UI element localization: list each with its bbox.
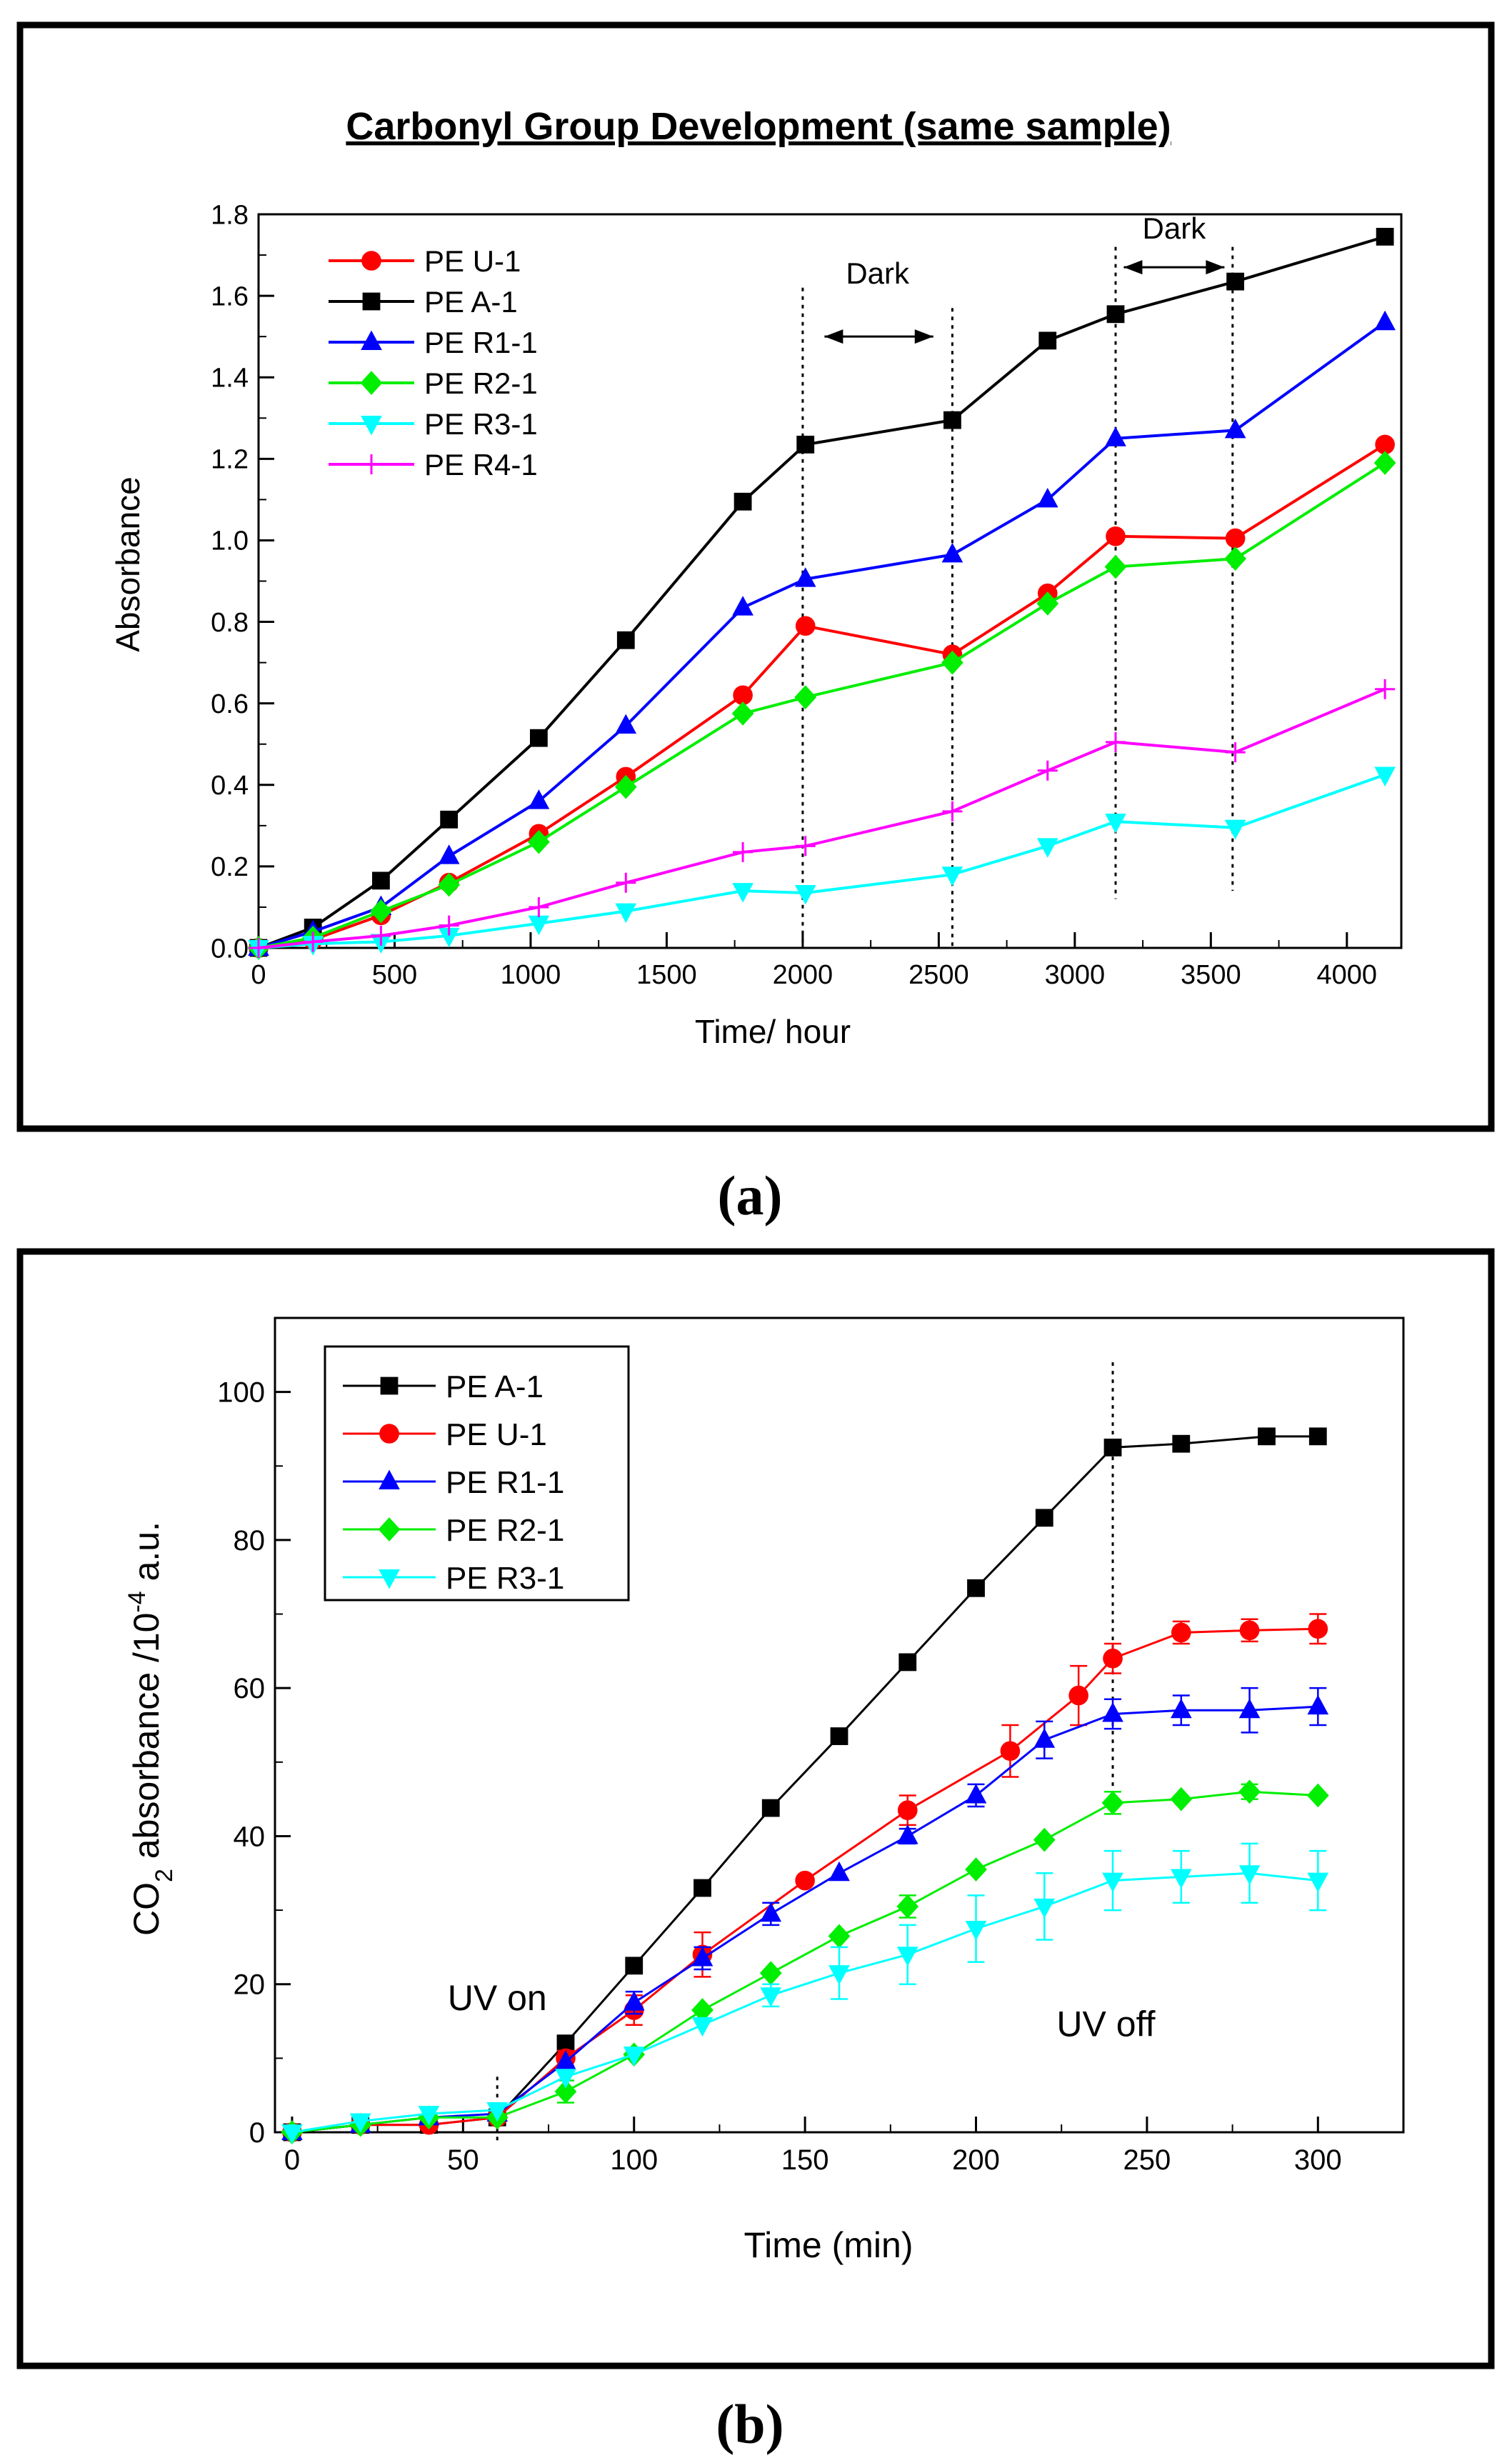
legend-marker-pe-a-1 [363, 293, 380, 310]
x-tick-label-0: 0 [284, 2144, 300, 2176]
x-tick-label-500: 500 [372, 960, 417, 990]
x-tick-label-150: 150 [781, 2144, 829, 2176]
annotation-uv-on-1: UV on [448, 1978, 547, 2018]
x-tick-label-4000: 4000 [1317, 960, 1378, 990]
y-tick-label-0.6: 0.6 [211, 689, 249, 719]
data-point-pe-u-1-230 [1069, 1686, 1088, 1705]
data-point-pe-a-1-3590 [1227, 273, 1244, 290]
panel-b: 0 50 100 150 200 250 300 0 20 40 60 80 100 UV on UV o… [20, 1252, 1491, 2366]
legend-label-pe-r3-1: PE R3-1 [446, 1561, 564, 1596]
data-point-pe-a-1-2010 [797, 436, 814, 453]
data-point-pe-u-1-300 [1308, 1619, 1328, 1639]
y-tick-label-1.6: 1.6 [211, 281, 249, 311]
x-tick-label-0: 0 [251, 960, 266, 990]
y-tick-label-100: 100 [217, 1377, 265, 1409]
data-point-pe-a-1-120 [694, 1879, 711, 1897]
data-point-pe-u-1-260 [1171, 1623, 1191, 1642]
data-point-pe-a-1-260 [1173, 1435, 1190, 1452]
data-point-pe-u-1-2010 [796, 616, 815, 636]
y-tick-label-0.2: 0.2 [211, 852, 249, 882]
data-point-pe-a-1-1350 [617, 631, 634, 649]
annotation-dark-1: Dark [846, 256, 910, 290]
legend-label-pe-r3-1: PE R3-1 [424, 407, 538, 441]
y-tick-label-0.8: 0.8 [211, 608, 249, 638]
panel-b-x-axis-label: Time (min) [744, 2225, 913, 2265]
y-tick-label-1.2: 1.2 [211, 445, 249, 475]
x-tick-label-2500: 2500 [908, 960, 969, 990]
panel-a-y-axis-label: Absorbance [109, 476, 146, 652]
y-tick-label-0.4: 0.4 [211, 771, 249, 801]
legend-label-pe-r1-1: PE R1-1 [424, 326, 538, 359]
y-tick-label-0: 0 [249, 2117, 265, 2149]
y-tick-label-1: 1.0 [211, 526, 249, 556]
panel-b-frame [20, 1252, 1491, 2366]
x-tick-label-1000: 1000 [501, 960, 561, 990]
data-point-pe-u-1-240 [1103, 1649, 1123, 1668]
data-point-pe-a-1-2900 [1039, 332, 1056, 349]
data-point-pe-a-1-3150 [1107, 306, 1124, 323]
data-point-pe-u-1-280 [1240, 1621, 1259, 1640]
data-point-pe-a-1-1030 [530, 729, 547, 746]
annotation-dark-2: Dark [1143, 211, 1207, 245]
x-tick-label-300: 300 [1294, 2144, 1342, 2176]
x-tick-label-1500: 1500 [636, 960, 697, 990]
legend-label-pe-r2-1: PE R2-1 [446, 1513, 564, 1548]
legend-label-pe-r1-1: PE R1-1 [446, 1465, 564, 1500]
data-point-pe-a-1-100 [626, 1957, 643, 1974]
legend-label-pe-u-1: PE U-1 [424, 244, 521, 278]
data-point-pe-a-1-200 [968, 1579, 985, 1597]
data-point-pe-u-1-3150 [1106, 526, 1126, 546]
y-tick-label-80: 80 [234, 1525, 266, 1557]
x-tick-label-50: 50 [447, 2144, 479, 2176]
legend-marker-pe-u-1 [362, 251, 381, 271]
data-point-pe-a-1-300 [1309, 1428, 1326, 1445]
data-point-pe-a-1-140 [762, 1799, 779, 1817]
data-point-pe-a-1-700 [441, 811, 458, 828]
y-tick-label-0: 0.0 [211, 934, 249, 964]
x-tick-label-3500: 3500 [1181, 960, 1241, 990]
legend-label-pe-a-1: PE A-1 [446, 1369, 544, 1404]
panel-a-caption: (a) [718, 1164, 783, 1226]
y-tick-label-40: 40 [234, 1821, 266, 1852]
data-point-pe-a-1-2550 [944, 411, 961, 429]
y-tick-label-20: 20 [234, 1969, 266, 2001]
x-tick-label-200: 200 [952, 2144, 1000, 2176]
data-point-pe-a-1-450 [373, 872, 390, 889]
y-tick-label-1.8: 1.8 [211, 200, 249, 230]
legend-label-pe-u-1: PE U-1 [446, 1417, 547, 1452]
figure-canvas: Carbonyl Group Development (same sample)… [0, 0, 1512, 2463]
annotation-uv-off-2: UV off [1056, 2004, 1155, 2044]
panel-a-title: Carbonyl Group Development (same sample) [346, 105, 1171, 148]
data-point-pe-u-1-150 [796, 1871, 815, 1890]
x-tick-label-100: 100 [610, 2144, 658, 2176]
data-point-pe-a-1-160 [831, 1728, 848, 1745]
panel-b-legend: PE A-1 PE U-1 PE R1-1 PE R2-1 PE R3-1 [325, 1347, 629, 1600]
data-point-pe-u-1-210 [1001, 1742, 1020, 1761]
x-tick-label-3000: 3000 [1045, 960, 1106, 990]
data-point-pe-a-1-240 [1104, 1439, 1121, 1456]
x-tick-label-250: 250 [1123, 2144, 1171, 2176]
panel-a: Carbonyl Group Development (same sample)… [20, 25, 1491, 1129]
legend-marker-pe-u-1 [380, 1424, 399, 1444]
legend-label-pe-r2-1: PE R2-1 [424, 366, 538, 400]
legend-marker-pe-a-1 [381, 1377, 398, 1394]
data-point-pe-u-1-180 [898, 1801, 917, 1820]
data-point-pe-a-1-285 [1258, 1428, 1276, 1445]
panel-b-caption: (b) [716, 2393, 783, 2455]
legend-label-pe-a-1: PE A-1 [424, 285, 518, 319]
data-point-pe-a-1-1780 [734, 493, 751, 510]
data-point-pe-u-1-3590 [1226, 529, 1245, 548]
y-tick-label-1.4: 1.4 [211, 364, 249, 394]
legend-label-pe-r4-1: PE R4-1 [424, 448, 538, 481]
data-point-pe-a-1-180 [899, 1654, 916, 1671]
panel-a-x-axis-label: Time/ hour [695, 1013, 851, 1050]
y-tick-label-60: 60 [234, 1673, 266, 1704]
data-point-pe-a-1-220 [1036, 1509, 1053, 1527]
x-tick-label-2000: 2000 [773, 960, 833, 990]
data-point-pe-a-1-4140 [1376, 228, 1393, 245]
